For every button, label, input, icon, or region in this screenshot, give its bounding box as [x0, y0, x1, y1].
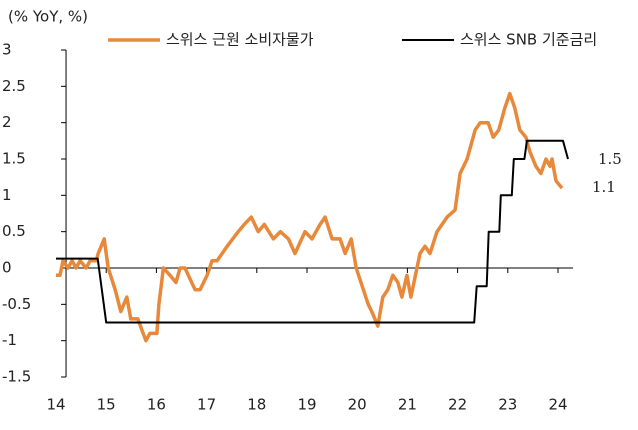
x-tick-label: 24 — [548, 396, 567, 414]
y-tick-label: -1 — [2, 331, 17, 349]
x-tick-label: 23 — [498, 396, 517, 414]
y-tick-label: 1 — [2, 186, 12, 204]
annotation: 1.1 — [592, 178, 616, 196]
x-tick-label: 20 — [348, 396, 367, 414]
y-tick-label: 0 — [2, 259, 12, 277]
x-tick-label: 16 — [147, 396, 166, 414]
legend-label: 스위스 근원 소비자물가 — [166, 31, 314, 49]
line — [56, 91, 564, 343]
x-tick-label: 15 — [97, 396, 116, 414]
y-tick-label: 1.5 — [2, 150, 26, 168]
annotation: 1.5 — [598, 150, 622, 168]
line — [56, 139, 569, 324]
x-tick-label: 21 — [398, 396, 417, 414]
x-tick-label: 19 — [297, 396, 316, 414]
y-tick-label: -0.5 — [2, 295, 31, 313]
legend-label: 스위스 SNB 기준금리 — [460, 31, 597, 49]
y-tick-label: 2 — [2, 113, 12, 131]
x-tick-label: 17 — [197, 396, 216, 414]
y-tick-label: 0.5 — [2, 222, 26, 240]
x-tick-label: 14 — [46, 396, 65, 414]
y-tick-label: 3 — [2, 41, 12, 59]
y-tick-label: 2.5 — [2, 77, 26, 95]
x-tick-label: 22 — [448, 396, 467, 414]
y-tick-label: -1.5 — [2, 368, 31, 386]
x-tick-label: 18 — [247, 396, 266, 414]
y-axis-label: (% YoY, %) — [8, 8, 88, 26]
